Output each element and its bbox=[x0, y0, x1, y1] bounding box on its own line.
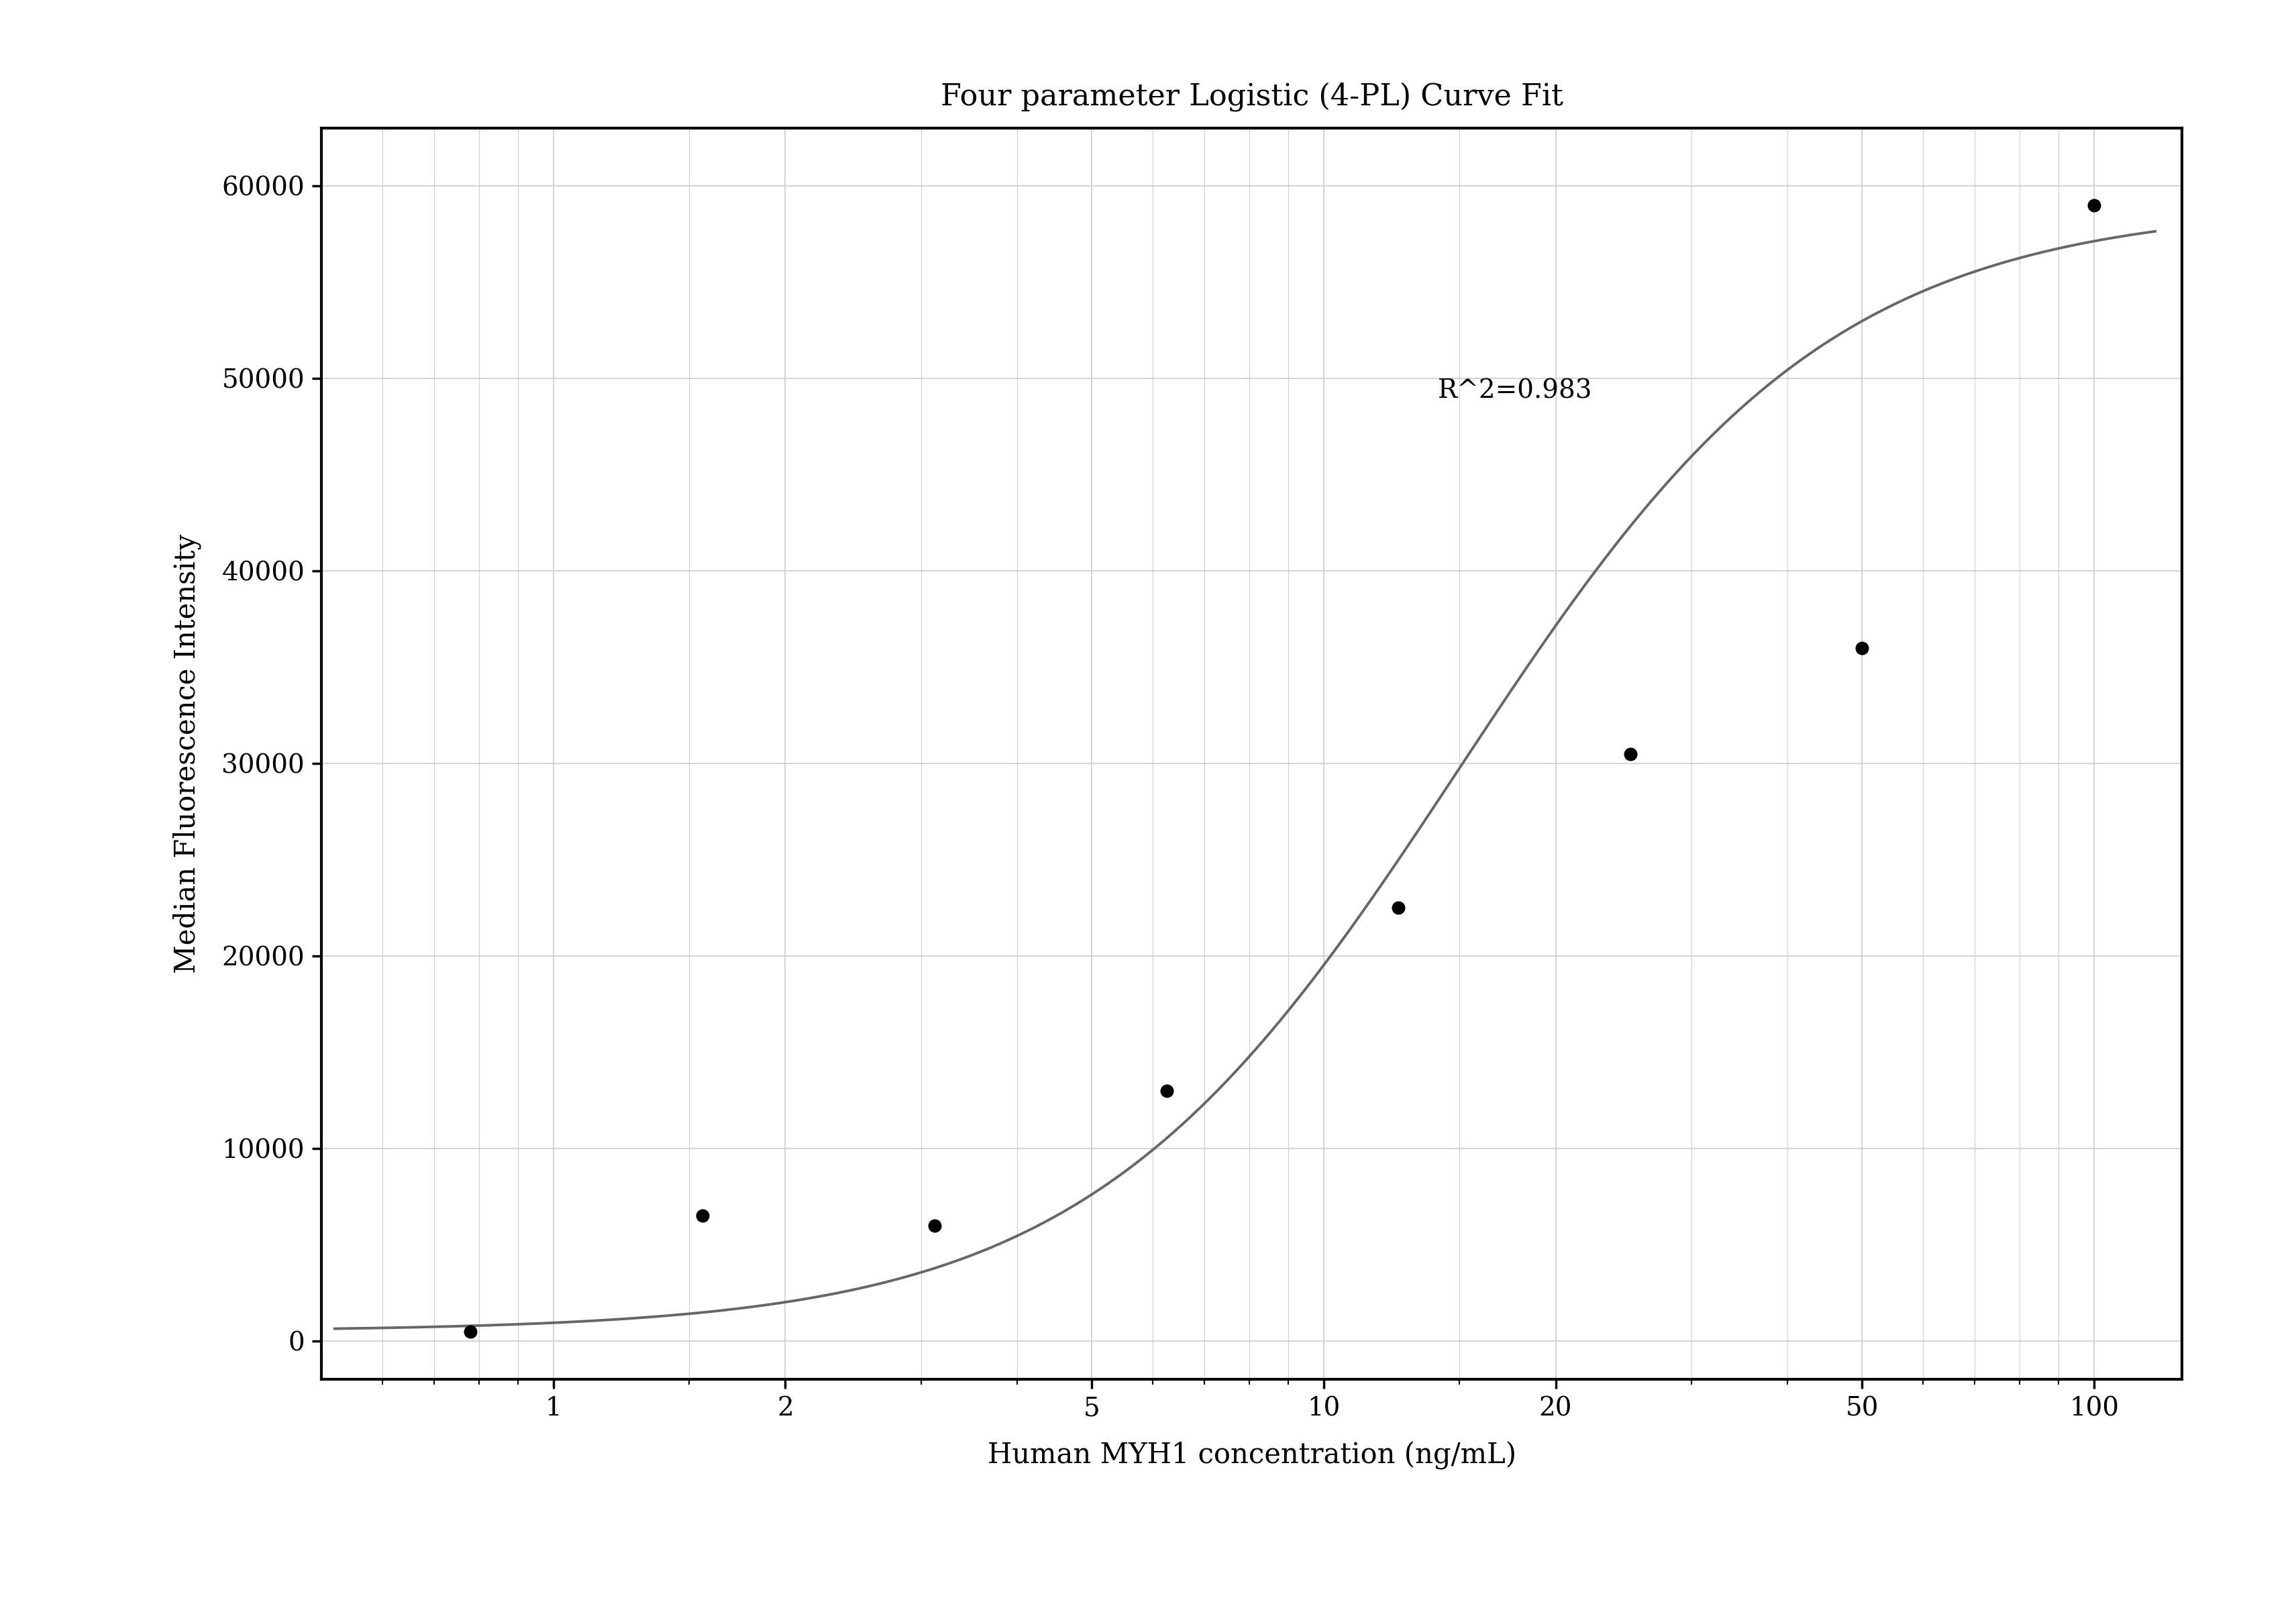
Point bbox=[1380, 895, 1417, 921]
Point bbox=[1612, 741, 1649, 767]
Title: Four parameter Logistic (4-PL) Curve Fit: Four parameter Logistic (4-PL) Curve Fit bbox=[939, 82, 1564, 111]
X-axis label: Human MYH1 concentration (ng/mL): Human MYH1 concentration (ng/mL) bbox=[987, 1442, 1515, 1469]
Point bbox=[452, 1318, 489, 1344]
Point bbox=[1844, 635, 1880, 661]
Point bbox=[916, 1213, 953, 1238]
Point bbox=[684, 1203, 721, 1229]
Point bbox=[1148, 1078, 1185, 1104]
Point bbox=[2076, 192, 2112, 218]
Text: R^2=0.983: R^2=0.983 bbox=[1437, 379, 1591, 403]
Y-axis label: Median Fluorescence Intensity: Median Fluorescence Intensity bbox=[172, 534, 202, 974]
